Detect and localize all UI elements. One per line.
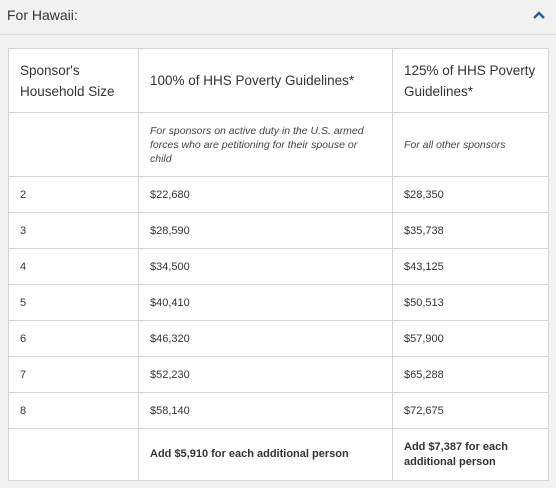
income-cell: $58,140 (138, 392, 393, 429)
data-row: 2 $22,680 $28,350 (8, 176, 549, 213)
income-cell: $28,590 (138, 212, 393, 249)
collapse-chevron[interactable] (532, 10, 546, 20)
header-row: Sponsor's Household Size 100% of HHS Pov… (8, 48, 549, 113)
income-cell: $52,230 (138, 356, 393, 393)
income-cell: $35,738 (392, 212, 549, 249)
income-cell: $50,513 (392, 284, 549, 321)
household-size: 5 (8, 284, 139, 321)
column-header: 125% of HHS Poverty Guidelines* (392, 48, 549, 113)
income-cell: $22,680 (138, 176, 393, 213)
income-cell: $40,410 (138, 284, 393, 321)
data-row: 5 $40,410 $50,513 (8, 284, 549, 321)
note-cell: For sponsors on active duty in the U.S. … (138, 112, 393, 177)
data-row: 6 $46,320 $57,900 (8, 320, 549, 357)
income-cell: $43,125 (392, 248, 549, 285)
data-row: 4 $34,500 $43,125 (8, 248, 549, 285)
household-size: 6 (8, 320, 139, 357)
footer-cell: Add $5,910 for each additional person (138, 428, 393, 481)
footer-cell: Add $7,387 for each additional person (392, 428, 549, 481)
column-header: 100% of HHS Poverty Guidelines* (138, 48, 393, 113)
household-size: 8 (8, 392, 139, 429)
household-size: 2 (8, 176, 139, 213)
poverty-table: Sponsor's Household Size 100% of HHS Pov… (8, 48, 549, 481)
household-size: 7 (8, 356, 139, 393)
income-cell: $34,500 (138, 248, 393, 285)
household-size: 3 (8, 212, 139, 249)
income-cell: $46,320 (138, 320, 393, 357)
income-cell: $28,350 (392, 176, 549, 213)
data-row: 8 $58,140 $72,675 (8, 392, 549, 429)
empty-cell (8, 428, 139, 481)
data-row: 7 $52,230 $65,288 (8, 356, 549, 393)
note-cell: For all other sponsors (392, 112, 549, 177)
data-row: 3 $28,590 $35,738 (8, 212, 549, 249)
household-size: 4 (8, 248, 139, 285)
accordion-header[interactable]: For Hawaii: (0, 0, 556, 35)
footer-row: Add $5,910 for each additional person Add… (8, 428, 549, 481)
column-header: Sponsor's Household Size (8, 48, 139, 113)
income-cell: $57,900 (392, 320, 549, 357)
note-row: For sponsors on active duty in the U.S. … (8, 112, 549, 177)
income-cell: $72,675 (392, 392, 549, 429)
accordion-title: For Hawaii: (7, 7, 78, 23)
empty-cell (8, 112, 139, 177)
income-cell: $65,288 (392, 356, 549, 393)
